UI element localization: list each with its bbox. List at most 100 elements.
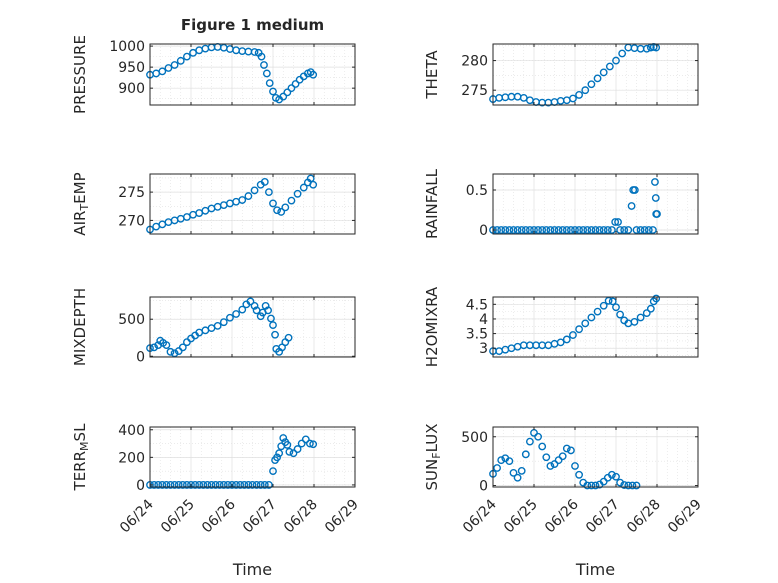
y-tick-label: 0.5 [466,183,488,199]
chart-panel-4: 0 0.5 RAINFALL [423,168,699,239]
y-axis-label: PRESSURE [71,35,89,114]
data-point [628,481,637,490]
y-tick-label: 0 [479,223,488,239]
y-axis-label-part: D [71,327,89,339]
data-point [575,91,583,99]
y-axis-label-part: X [423,424,441,434]
data-point [301,435,310,444]
data-point [558,226,567,234]
data-point [264,306,272,315]
data-point [575,226,583,234]
y-tick-label: 950 [118,60,145,76]
grid-lines [492,297,699,357]
y-axis-label-part: I [71,221,89,225]
data-point [267,314,275,323]
data-point [624,481,633,490]
data-point [599,68,608,77]
data-point [182,338,191,347]
y-axis-label-part: X [423,307,441,317]
data-point [593,74,602,83]
x-tick-label: 06/26 [199,496,239,536]
data-point [269,321,277,330]
y-tick-label: 900 [118,81,145,97]
y-axis-label-part: T [423,89,441,100]
y-axis-label: TERRMSL [71,423,91,492]
data-point [187,481,195,489]
y-tick-label: 0 [479,479,488,495]
data-point [495,93,504,102]
data-point [152,222,161,231]
data-point [215,481,224,489]
data-point [223,481,232,489]
y-axis-label-part: R [423,297,441,307]
data-point [651,194,660,202]
data-point [507,92,516,101]
y-axis-label-part: L [71,423,89,432]
data-point [505,457,514,466]
y-axis-label-part: F [423,195,441,203]
data-point [620,481,629,489]
data-point [495,347,504,356]
data-point [260,61,268,69]
data-point [252,481,261,489]
axes-box [149,173,356,235]
y-axis-label-part: O [423,335,441,347]
y-axis-label-part: R [71,211,89,221]
data-point [262,69,271,78]
data-point [575,325,583,334]
data-point [550,339,559,348]
data-point [587,226,596,234]
data-point [154,481,163,489]
data-point [546,462,555,470]
y-axis-label-part: H [71,288,89,299]
data-point [616,226,624,234]
data-point [556,96,565,105]
data-point [162,481,171,489]
y-axis-label-part: P [71,105,89,114]
x-tick-label: 06/29 [322,497,362,537]
data-point [562,96,571,105]
axes-box [492,426,699,488]
data-point [250,48,259,56]
y-axis-label-part: E [71,35,89,44]
y-axis-label-part: 2 [423,346,441,356]
x-axis-label: Time [575,560,615,579]
data-point [293,189,302,198]
y-tick-label: 4.5 [466,297,488,313]
data-point [587,80,596,89]
data-point [211,481,220,489]
data-point [174,481,183,489]
axes-box [149,43,356,106]
grid-lines [149,44,356,105]
axes-box [492,43,699,106]
x-tick-label: 06/27 [240,497,280,537]
data-point [232,46,241,55]
data-point [646,304,655,313]
data-series [489,43,661,107]
y-axis-label-part: S [423,481,441,491]
y-axis-label-part: H [423,356,441,367]
data-point [571,462,579,470]
data-point [497,226,506,234]
data-point [513,226,522,234]
y-axis-label: SUNFLUX [423,424,443,491]
data-point [260,481,269,489]
data-point [581,319,590,328]
y-axis-label: RAINFALL [423,168,441,239]
data-point [653,210,661,218]
data-point [521,226,530,234]
figure-title: Figure 1 medium [181,16,324,34]
data-point [587,481,596,490]
data-point [150,343,159,352]
x-tick-label: 06/27 [583,497,623,537]
data-point [583,481,592,490]
data-point [513,473,522,482]
x-tick-label: 06/28 [281,497,321,537]
data-point [608,470,616,479]
y-tick-label: 275 [461,83,488,99]
y-axis-label-part: S [71,66,89,76]
data-point [612,303,620,312]
y-axis-label-part: R [71,461,89,471]
